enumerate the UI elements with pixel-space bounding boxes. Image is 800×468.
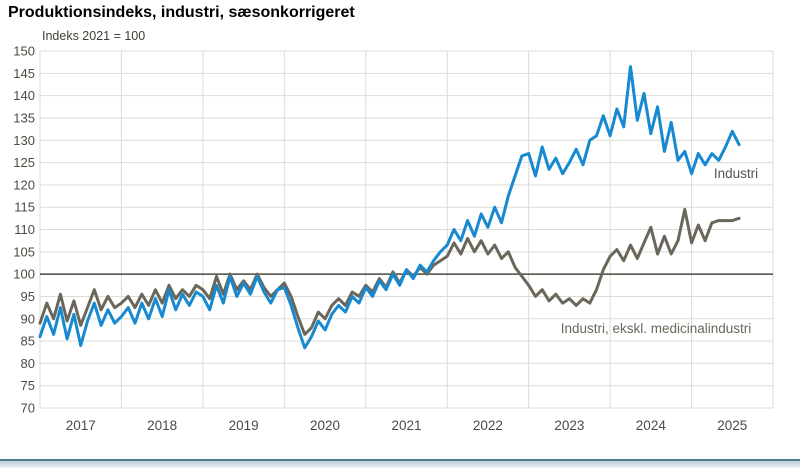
svg-text:135: 135 [13, 110, 35, 125]
svg-text:125: 125 [13, 155, 35, 170]
y-axis-labels: 70 75 80 85 90 95 100 105 110 115 120 125 130 135 140 1… [13, 44, 35, 416]
x-gridlines [39, 51, 774, 408]
x-axis-labels: 2017 2018 2019 2020 2021 2022 2023 2024 2025 [66, 418, 748, 433]
svg-text:2023: 2023 [554, 418, 584, 433]
y-gridlines [40, 50, 773, 409]
svg-text:105: 105 [13, 244, 35, 259]
series-line-industri-ekskl-medicinalindustri [38, 207, 741, 336]
svg-text:2018: 2018 [147, 418, 177, 433]
svg-text:75: 75 [21, 378, 35, 393]
svg-text:145: 145 [13, 66, 35, 81]
series-label-industri-ekskl-medicinalindustri: Industri, ekskl. medicinalindustri [561, 321, 752, 336]
series-line-industri [38, 65, 741, 350]
svg-text:2024: 2024 [636, 418, 667, 433]
svg-text:110: 110 [14, 222, 35, 237]
svg-text:2021: 2021 [391, 418, 421, 433]
svg-text:2020: 2020 [310, 418, 340, 433]
svg-text:100: 100 [13, 267, 35, 282]
svg-text:2017: 2017 [66, 418, 96, 433]
svg-text:2025: 2025 [717, 418, 747, 433]
svg-text:140: 140 [13, 88, 35, 103]
svg-text:115: 115 [14, 200, 35, 215]
svg-text:70: 70 [21, 401, 35, 416]
svg-text:80: 80 [21, 356, 35, 371]
chart-title: Produktionsindeks, industri, sæsonkorrig… [8, 4, 355, 21]
svg-text:130: 130 [13, 133, 35, 148]
svg-text:90: 90 [21, 311, 35, 326]
svg-text:120: 120 [13, 177, 35, 192]
svg-text:95: 95 [21, 289, 35, 304]
series-label-industri: Industri [714, 166, 758, 181]
svg-text:2022: 2022 [473, 418, 503, 433]
svg-text:2019: 2019 [229, 418, 259, 433]
footer-accent-bar [0, 459, 800, 468]
svg-text:85: 85 [21, 334, 35, 349]
svg-text:150: 150 [13, 44, 35, 59]
chart-subtitle: Indeks 2021 = 100 [42, 29, 146, 43]
